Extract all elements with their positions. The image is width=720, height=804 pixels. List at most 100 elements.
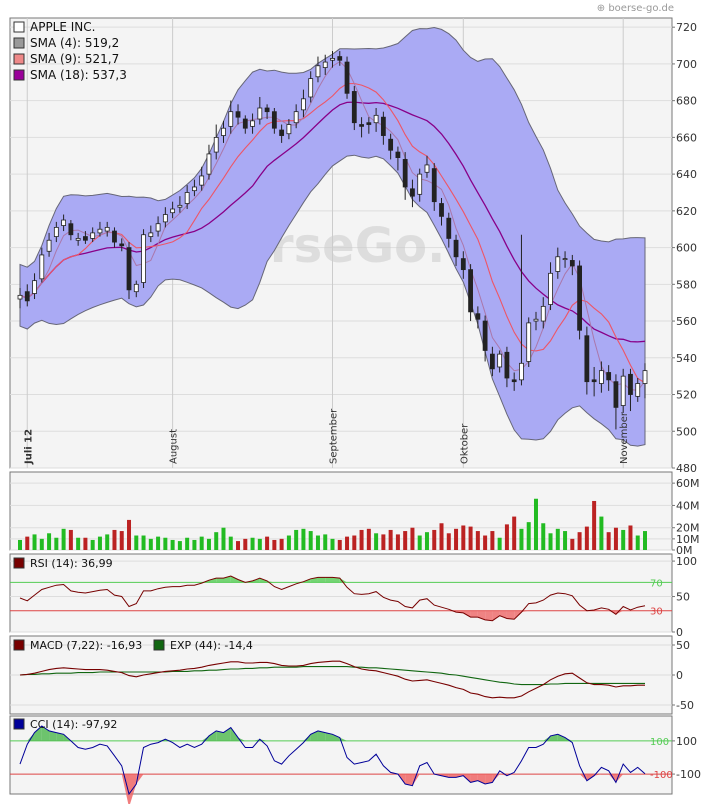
candle-body [286, 124, 292, 135]
overbought-fill [317, 730, 326, 741]
sma18-line [19, 101, 646, 343]
volume-bar [541, 523, 546, 550]
macd-panel: -50 0 50 MACD (7,22): -16,93 EXP (44): -14,… [9, 635, 694, 715]
candle-body [351, 91, 357, 124]
candle-body [162, 214, 168, 223]
volume-bar [345, 536, 350, 550]
candle-body [228, 111, 234, 127]
rsi-panel: 70 30 0 50 100 RSI (14): 36,99 [9, 553, 697, 639]
oversold-fill [448, 774, 457, 778]
candle-body [642, 370, 648, 384]
volume-bar [199, 536, 204, 550]
volume-bar [39, 538, 44, 550]
macd-y-axis: -50 0 50 [672, 639, 694, 712]
volume-bar [315, 535, 320, 550]
volume-bar [141, 535, 146, 550]
volume-bar [563, 531, 568, 550]
oversold-fill [470, 610, 478, 618]
volume-plot-area [9, 471, 673, 551]
candle-body [519, 362, 524, 381]
candle-body [482, 320, 488, 351]
candle-body [497, 353, 503, 368]
candle-body [460, 258, 466, 271]
volume-bar [628, 525, 633, 550]
y-tick-label: 50 [676, 639, 690, 652]
candle-body [424, 164, 430, 173]
candle-body [301, 98, 306, 111]
price-y-axis: 480 500 520 540 560 580 600 620 640 660 680 700 720 [672, 21, 697, 475]
candle-body [606, 372, 612, 381]
candle-body [61, 219, 67, 226]
volume-bar [148, 538, 153, 550]
price-x-axis: Juli 12AugustSeptemberOktoberNovemberDez… [23, 408, 630, 465]
volume-bar [570, 538, 575, 550]
oversold-fill [470, 774, 478, 783]
y-tick-label: 620 [676, 205, 697, 218]
overbought-fill [339, 578, 348, 583]
candle-body [359, 124, 364, 127]
y-tick-label: -100 [676, 768, 701, 781]
volume-bar [403, 531, 408, 550]
volume-bar [112, 529, 117, 550]
candle-body [555, 256, 561, 272]
overbought-fill [230, 727, 239, 741]
x-tick-label: September [329, 408, 340, 464]
volume-bar [61, 528, 66, 550]
overbought-fill [216, 730, 224, 741]
level-label: 30 [650, 607, 663, 618]
candle-body [569, 260, 575, 267]
volume-bar [381, 534, 386, 550]
volume-bar [352, 535, 357, 550]
candle-body [591, 379, 597, 383]
y-tick-label: 640 [676, 168, 697, 181]
overbought-fill [332, 577, 340, 583]
volume-bar [388, 529, 393, 550]
legend-swatch [13, 718, 25, 730]
candle-body [475, 313, 481, 320]
candle-body [315, 65, 321, 78]
volume-bar [323, 534, 328, 550]
candle-body [373, 114, 379, 124]
overbought-fill [325, 732, 333, 741]
volume-bar [105, 534, 110, 550]
oversold-fill [521, 610, 529, 613]
volume-bar [446, 533, 451, 550]
y-tick-label: 20M [676, 522, 700, 535]
x-tick-label: November [619, 411, 630, 464]
level-label: -100 [650, 770, 673, 781]
y-tick-label: 520 [676, 389, 697, 402]
macd-legend: MACD (7,22): -16,93 EXP (44): -14,4 [13, 639, 253, 652]
rsi-y-axis: 0 50 100 [672, 555, 697, 639]
volume-bar [468, 526, 473, 550]
oversold-fill [615, 774, 624, 783]
candle-body [439, 203, 444, 217]
oversold-fill [492, 774, 500, 783]
candle-body [250, 120, 255, 127]
legend-label: SMA (9): 521,7 [30, 52, 119, 66]
candle-body [417, 173, 423, 195]
candle-body [344, 61, 350, 94]
candlesticks [17, 51, 648, 430]
candle-body [562, 258, 568, 261]
candle-body [53, 226, 59, 237]
volume-bar [613, 527, 618, 550]
volume-bar [68, 529, 73, 550]
oversold-fill [121, 774, 130, 804]
candle-body [97, 228, 103, 234]
candle-body [279, 129, 285, 136]
oversold-fill [594, 774, 602, 776]
candle-body [177, 204, 183, 208]
overbought-fill [56, 732, 64, 741]
candle-body [402, 159, 408, 188]
candle-body [388, 138, 394, 151]
candle-body [271, 111, 277, 129]
candle-body [104, 226, 110, 232]
candle-body [235, 111, 241, 118]
overbought-fill [543, 735, 551, 741]
volume-bar [555, 528, 560, 550]
price-legend: APPLE INC. SMA (4): 519,2 SMA (9): 521,7 SM… [13, 20, 127, 82]
candle-body [257, 107, 263, 120]
candle-body [504, 351, 510, 379]
legend-swatch [13, 53, 25, 65]
